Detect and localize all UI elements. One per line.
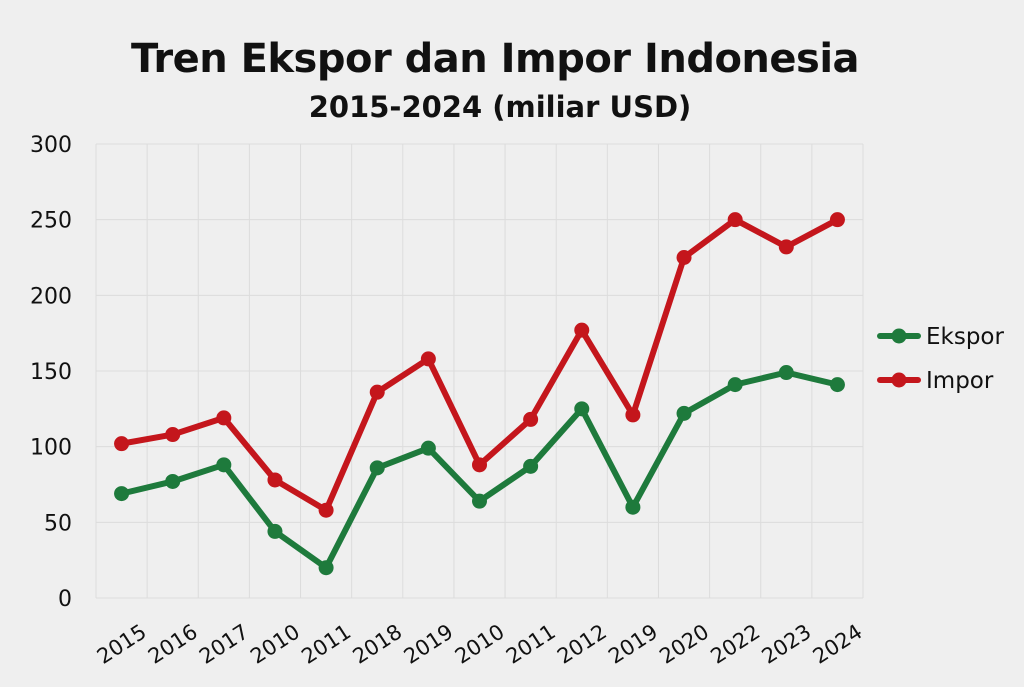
data-point-ekspor (420, 440, 436, 456)
data-point-ekspor (165, 473, 181, 489)
x-tick-label: 2011 (502, 620, 560, 669)
x-tick-label: 2019 (604, 620, 662, 669)
y-tick-label: 50 (44, 511, 72, 536)
legend-marker-impor (891, 372, 907, 388)
x-tick-label: 2023 (758, 620, 816, 669)
y-tick-label: 250 (30, 209, 72, 234)
data-point-ekspor (676, 405, 692, 421)
y-tick-label: 200 (30, 284, 72, 309)
data-point-impor (420, 351, 436, 367)
data-point-impor (472, 457, 487, 473)
data-point-ekspor (625, 499, 641, 515)
series-group (114, 212, 845, 576)
x-tick-label: 2020 (655, 620, 713, 669)
data-point-ekspor (727, 377, 743, 393)
data-point-impor (778, 239, 794, 255)
chart-title: Tren Ekspor dan Impor Indonesia (130, 36, 860, 82)
data-point-impor (727, 212, 743, 228)
data-point-impor (676, 250, 692, 265)
y-tick-label: 150 (30, 360, 72, 385)
data-point-ekspor (114, 486, 130, 502)
x-tick-label: 2012 (553, 620, 611, 669)
data-point-ekspor (778, 365, 794, 381)
chart-subtitle: 2015-2024 (miliar USD) (308, 90, 692, 124)
data-point-impor (574, 322, 590, 338)
y-tick-label: 300 (30, 133, 72, 158)
data-point-impor (114, 436, 130, 452)
legend-label-impor: Impor (926, 368, 994, 394)
x-tick-label: 2016 (144, 620, 202, 669)
data-point-ekspor (267, 523, 283, 539)
data-point-ekspor (216, 457, 232, 473)
x-tick-label: 2015 (93, 620, 151, 669)
x-tick-label: 2010 (451, 620, 509, 669)
x-tick-label: 2024 (809, 620, 867, 669)
data-point-impor (369, 384, 385, 400)
data-point-impor (625, 407, 641, 423)
data-point-impor (165, 427, 181, 443)
legend-marker-ekspor (891, 328, 907, 344)
data-point-ekspor (472, 493, 487, 509)
data-point-ekspor (369, 460, 385, 476)
data-point-impor (523, 411, 539, 427)
x-tick-label: 2010 (246, 620, 304, 669)
y-tick-label: 0 (58, 587, 72, 612)
data-point-impor (267, 472, 283, 488)
x-tick-label: 2018 (348, 620, 406, 669)
y-tick-label: 100 (30, 436, 72, 461)
data-point-impor (829, 212, 845, 228)
data-point-ekspor (523, 458, 539, 474)
legend-label-ekspor: Ekspor (926, 324, 1005, 350)
data-point-ekspor (829, 377, 845, 393)
grid (95, 143, 864, 599)
data-point-ekspor (574, 401, 590, 417)
x-tick-label: 2022 (706, 620, 764, 669)
data-point-impor (216, 410, 232, 426)
x-tick-label: 2011 (297, 620, 355, 669)
data-point-impor (318, 502, 334, 518)
x-tick-label: 2019 (400, 620, 458, 669)
data-point-ekspor (318, 560, 334, 576)
legend: Ekspor Impor (877, 324, 1005, 394)
x-tick-label: 2017 (195, 620, 253, 669)
